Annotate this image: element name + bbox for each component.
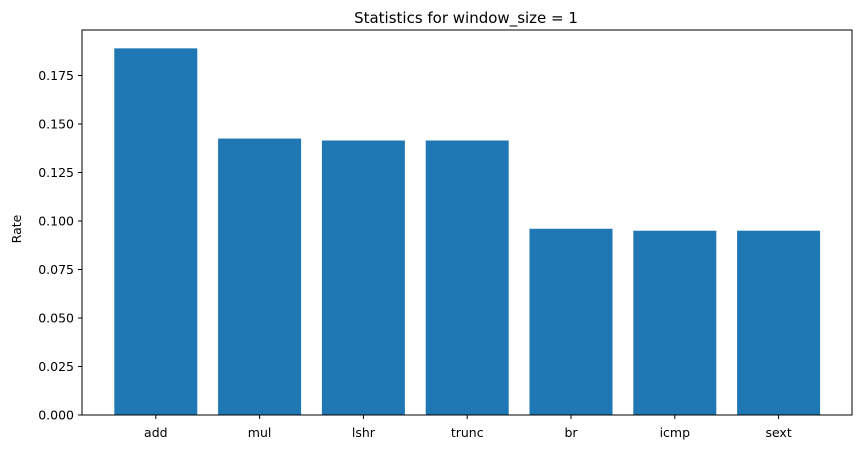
bar-lshr <box>321 140 405 415</box>
y-tick-label: 0.125 <box>38 165 74 180</box>
x-tick-label: lshr <box>352 425 376 440</box>
y-tick-label: 0.050 <box>38 311 74 326</box>
chart-title: Statistics for window_size = 1 <box>354 9 578 28</box>
x-tick-label: br <box>564 425 578 440</box>
x-axis: add mul lshr trunc br icmp sext <box>144 415 792 440</box>
y-tick-label: 0.100 <box>38 214 74 229</box>
y-tick-label: 0.175 <box>38 68 74 83</box>
x-tick-label: icmp <box>660 425 691 440</box>
bars-group <box>114 48 821 415</box>
plot-frame <box>81 29 853 416</box>
bar-trunc <box>425 140 509 415</box>
y-tick-label: 0.075 <box>38 262 74 277</box>
bar-icmp <box>633 230 717 415</box>
y-tick-label: 0.025 <box>38 359 74 374</box>
x-tick-label: trunc <box>451 425 484 440</box>
x-tick-label: mul <box>248 425 272 440</box>
bar-add <box>114 48 198 415</box>
y-tick-label: 0.000 <box>38 408 74 423</box>
y-axis: 0.000 0.025 0.050 0.075 0.100 0.125 0.150 0.175 <box>38 68 82 423</box>
y-axis-label: Rate <box>9 214 24 243</box>
y-tick-label: 0.150 <box>38 117 74 132</box>
x-tick-label: add <box>144 425 168 440</box>
bar-mul <box>218 138 302 415</box>
bar-br <box>529 228 613 415</box>
x-tick-label: sext <box>765 425 791 440</box>
bar-sext <box>737 230 821 415</box>
